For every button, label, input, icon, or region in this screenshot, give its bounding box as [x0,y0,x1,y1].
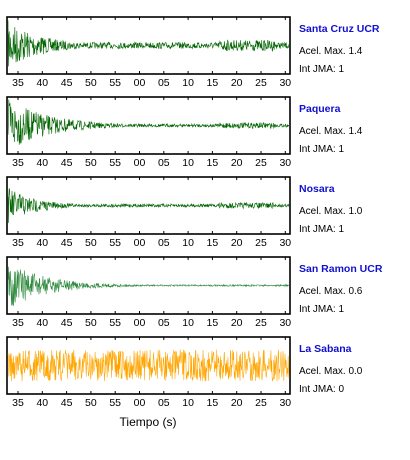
tick-label: 10 [182,77,194,89]
tick-label: 55 [109,317,121,329]
acel-max-nosara: Acel. Max. 1.0 [299,206,363,217]
tick-label: 40 [36,237,48,249]
tick-label: 10 [182,397,194,409]
tick-label: 15 [207,397,219,409]
tick-label: 00 [134,397,146,409]
tick-label: 35 [12,77,24,89]
tick-label: 00 [134,157,146,169]
tick-label: 50 [85,237,97,249]
waveform-nosara [7,188,290,223]
tick-label: 40 [36,317,48,329]
int-jma-nosara: Int JMA: 1 [299,224,344,235]
tick-label: 10 [182,237,194,249]
tick-label: 40 [36,77,48,89]
tick-label: 50 [85,157,97,169]
tick-label: 15 [207,237,219,249]
waveform-paquera [7,99,290,145]
station-name-paquera: Paquera [299,103,341,115]
panel-frame-santa-cruz-ucr [6,16,291,75]
panel-frame-san-ramon-ucr [6,256,291,315]
tick-label: 45 [61,237,73,249]
tick-label: 50 [85,397,97,409]
tick-label: 45 [61,77,73,89]
tick-label: 35 [12,397,24,409]
tick-label: 20 [231,237,243,249]
panel-frame-la-sabana [6,336,291,395]
tick-label: 20 [231,157,243,169]
tick-label: 25 [255,77,267,89]
acel-max-paquera: Acel. Max. 1.4 [299,126,363,137]
tick-label: 50 [85,317,97,329]
station-name-la-sabana: La Sabana [299,343,352,355]
tick-label: 10 [182,317,194,329]
int-jma-san-ramon-ucr: Int JMA: 1 [299,304,344,315]
waveform-san-ramon-ucr [7,266,290,306]
tick-label: 15 [207,157,219,169]
tick-label: 15 [207,317,219,329]
tick-label: 30 [279,77,291,89]
acel-max-san-ramon-ucr: Acel. Max. 0.6 [299,286,363,297]
tick-label: 05 [158,237,170,249]
tick-label: 25 [255,237,267,249]
int-jma-paquera: Int JMA: 1 [299,144,344,155]
tick-label: 55 [109,157,121,169]
acel-max-santa-cruz-ucr: Acel. Max. 1.4 [299,46,363,57]
tick-label: 55 [109,77,121,89]
tick-label: 20 [231,317,243,329]
tick-label: 25 [255,397,267,409]
waveform-la-sabana [7,349,290,382]
tick-label: 40 [36,157,48,169]
tick-label: 05 [158,397,170,409]
tick-label: 50 [85,77,97,89]
tick-label: 40 [36,397,48,409]
tick-label: 30 [279,237,291,249]
station-name-santa-cruz-ucr: Santa Cruz UCR [299,23,380,35]
tick-label: 10 [182,157,194,169]
station-name-nosara: Nosara [299,183,335,195]
tick-label: 15 [207,77,219,89]
station-name-san-ramon-ucr: San Ramon UCR [299,263,383,275]
tick-label: 30 [279,157,291,169]
acel-max-la-sabana: Acel. Max. 0.0 [299,366,363,377]
tick-label: 00 [134,317,146,329]
panel-frame-paquera [6,96,291,155]
tick-label: 30 [279,317,291,329]
tick-label: 30 [279,397,291,409]
int-jma-santa-cruz-ucr: Int JMA: 1 [299,64,344,75]
tick-label: 55 [109,237,121,249]
tick-label: 00 [134,77,146,89]
tick-label: 25 [255,317,267,329]
tick-label: 20 [231,397,243,409]
panel-frame-nosara [6,176,291,235]
tick-label: 35 [12,237,24,249]
tick-label: 35 [12,317,24,329]
x-axis-label: Tiempo (s) [120,415,177,429]
waveform-santa-cruz-ucr [7,20,290,67]
tick-label: 45 [61,157,73,169]
tick-label: 45 [61,317,73,329]
int-jma-la-sabana: Int JMA: 0 [299,384,344,395]
tick-label: 00 [134,237,146,249]
tick-label: 55 [109,397,121,409]
tick-label: 20 [231,77,243,89]
tick-label: 25 [255,157,267,169]
tick-label: 05 [158,317,170,329]
tick-label: 05 [158,157,170,169]
tick-label: 45 [61,397,73,409]
tick-label: 05 [158,77,170,89]
tick-label: 35 [12,157,24,169]
